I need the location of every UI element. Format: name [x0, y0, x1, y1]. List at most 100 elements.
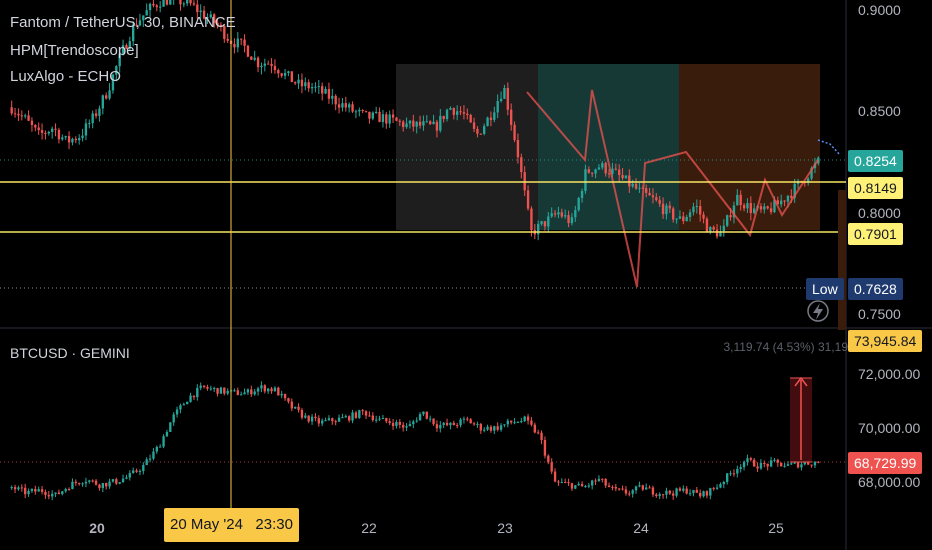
fantom-candle-body: [304, 82, 307, 87]
fantom-candle-body: [638, 187, 641, 189]
fantom-candle-body: [429, 121, 432, 125]
main-symbol-title[interactable]: Fantom / TetherUS, 30, BINANCE: [10, 14, 236, 31]
fantom-candle-body: [17, 113, 20, 116]
btc-candle-body: [111, 479, 115, 482]
fantom-candle-body: [648, 192, 651, 196]
btc-candle-body: [577, 483, 580, 486]
fantom-candle-body: [705, 218, 709, 233]
btc-candle-body: [604, 478, 607, 486]
btc-candle-body: [189, 395, 192, 402]
zigzag-pattern: [526, 89, 819, 288]
btc-candle-body: [145, 459, 148, 466]
fantom-candle-body: [415, 121, 418, 127]
btc-candle-body: [702, 491, 705, 497]
fantom-candle-body: [793, 183, 796, 198]
btc-candle-body: [280, 393, 283, 396]
btc-candle-body: [726, 473, 729, 482]
indicator-echo[interactable]: LuxAlgo - ECHO: [10, 68, 121, 85]
fantom-candle-body: [368, 111, 371, 119]
y-tick-72000: 72,000.00: [858, 366, 921, 382]
fantom-candle-body: [206, 17, 209, 19]
btc-candle-body: [341, 417, 344, 419]
fantom-candle-body: [523, 172, 526, 191]
fantom-candle-body: [155, 5, 158, 8]
btc-candle-body: [807, 462, 810, 465]
fantom-candle-body: [243, 39, 246, 46]
btc-candle-body: [172, 414, 175, 423]
btc-symbol-title[interactable]: BTCUSD · GEMINI: [10, 345, 130, 361]
btc-candle-body: [300, 409, 304, 418]
fantom-candle-body: [688, 212, 692, 217]
fantom-candle-body: [125, 45, 128, 49]
fantom-candle-body: [337, 104, 341, 108]
fantom-candle-body: [361, 110, 364, 112]
btc-candle-body: [665, 490, 668, 495]
btc-candle-body: [135, 470, 138, 472]
fantom-candle-body: [375, 111, 378, 113]
btc-candle-body: [543, 440, 547, 456]
btc-candle-body: [766, 463, 769, 467]
btc-candle-body: [692, 490, 695, 494]
btc-candle-body: [776, 459, 779, 463]
btc-candle-body: [638, 485, 641, 487]
btc-candle-body: [118, 482, 121, 484]
fantom-candle-body: [71, 138, 74, 143]
btc-candle-body: [30, 489, 34, 491]
btc-candle-body: [560, 482, 563, 484]
btc-candle-body: [371, 415, 374, 421]
fantom-candle-body: [479, 133, 482, 135]
btc-candle-body: [186, 401, 189, 405]
fantom-candle-body: [422, 121, 425, 126]
fantom-candle-body: [766, 206, 769, 209]
btc-candle-body: [233, 390, 236, 392]
fantom-candle-body: [381, 114, 385, 123]
fantom-candle-body: [715, 229, 719, 237]
fantom-candle-body: [476, 128, 479, 134]
fantom-candle-body: [398, 120, 401, 122]
btc-candle-body: [520, 421, 523, 423]
fantom-candle-body: [742, 205, 746, 209]
btc-candle-body: [358, 410, 361, 418]
fantom-candle-body: [179, 0, 182, 5]
fantom-candles: [10, 0, 820, 241]
fantom-candle-body: [584, 169, 587, 191]
fantom-candle-body: [466, 113, 469, 116]
fantom-candle-body: [280, 73, 283, 76]
btc-candle-body: [236, 390, 239, 395]
fantom-candle-body: [783, 200, 786, 202]
fantom-candle-body: [270, 63, 273, 67]
fantom-candle-body: [699, 206, 702, 215]
fantom-candle-body: [631, 183, 634, 187]
btc-candle-body: [719, 484, 722, 488]
btc-candle-body: [773, 459, 776, 461]
y-tick-0850: 0.8500: [858, 103, 901, 119]
fantom-candle-body: [780, 200, 783, 205]
btc-candle-body: [202, 385, 206, 387]
btc-candle-body: [675, 488, 678, 496]
fantom-candle-body: [570, 217, 574, 224]
btc-candle-body: [132, 470, 135, 474]
btc-candle-body: [547, 455, 550, 463]
fantom-candle-body: [675, 218, 678, 220]
btc-candle-body: [459, 419, 462, 426]
fantom-candle-body: [601, 163, 604, 168]
btc-candle-body: [327, 418, 331, 421]
btc-candle-body: [574, 485, 577, 489]
fantom-candle-body: [729, 215, 732, 218]
btc-candle-body: [175, 409, 179, 415]
fantom-candle-body: [459, 111, 462, 113]
fantom-candle-body: [526, 190, 530, 209]
fantom-candle-body: [439, 115, 442, 131]
fantom-candle-body: [314, 86, 317, 88]
fantom-candle-body: [516, 139, 520, 158]
fantom-candle-body: [445, 109, 449, 120]
y-tick-0900: 0.9000: [858, 2, 901, 18]
btc-candle-body: [418, 414, 422, 421]
x-tick-20: 20: [89, 520, 105, 536]
indicator-hpm[interactable]: HPM[Trendoscope]: [10, 42, 139, 59]
fantom-candle-body: [395, 117, 398, 121]
fantom-candle-body: [618, 169, 621, 176]
level-upper-tag: 0.8149: [848, 177, 903, 199]
btc-candle-body: [354, 412, 358, 418]
